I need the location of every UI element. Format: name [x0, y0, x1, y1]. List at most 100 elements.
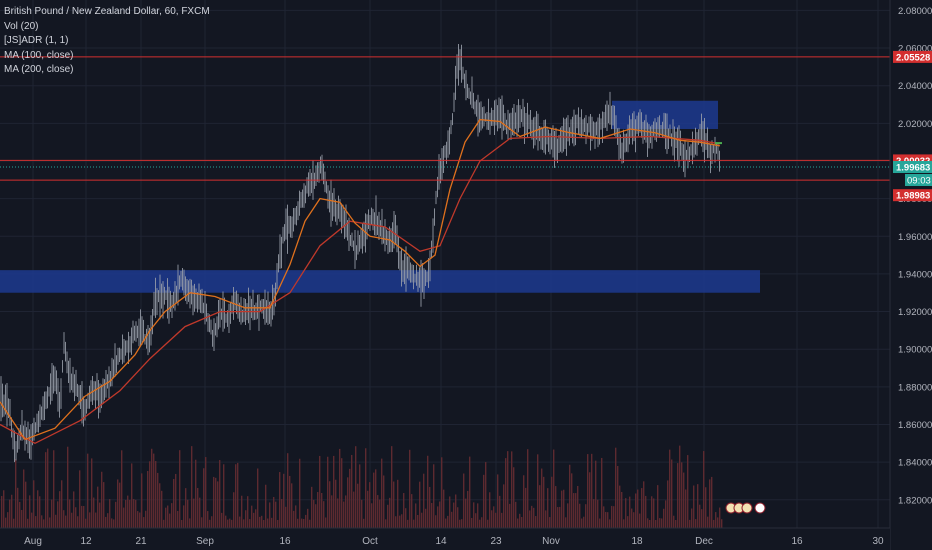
- indicator-ma-100[interactable]: MA (100, close): [4, 49, 74, 61]
- volume-bar: [459, 519, 461, 528]
- volume-bar: [545, 510, 547, 528]
- x-tick-label: 16: [279, 536, 291, 547]
- volume-bar: [157, 472, 159, 528]
- volume-bar: [501, 512, 503, 528]
- volume-bar: [343, 501, 345, 528]
- badge-upper-level-bg: [893, 50, 932, 63]
- volume-bar: [129, 499, 131, 528]
- x-tick-label: 16: [791, 536, 803, 547]
- volume-bar: [77, 516, 79, 528]
- volume-bar: [217, 481, 219, 528]
- volume-bar: [83, 506, 85, 528]
- price-axis: [890, 0, 932, 550]
- volume-bar: [661, 518, 663, 528]
- volume-bar: [667, 480, 669, 528]
- volume-bar: [421, 512, 423, 528]
- volume-bar: [515, 501, 517, 528]
- volume-bar: [339, 448, 341, 528]
- volume-bar: [415, 503, 417, 528]
- volume-bar: [451, 511, 453, 528]
- volume-bar: [325, 517, 327, 528]
- indicator-ma-200[interactable]: MA (200, close): [4, 64, 74, 75]
- volume-bar: [719, 507, 721, 528]
- volume-bar: [275, 501, 277, 528]
- volume-bar: [413, 519, 415, 528]
- volume-bar: [267, 518, 269, 528]
- volume-bar: [353, 491, 355, 528]
- volume-bar: [119, 482, 121, 528]
- volume-bar: [443, 489, 445, 528]
- volume-bar: [69, 499, 71, 528]
- volume-bar: [507, 451, 509, 528]
- volume-bar: [313, 499, 315, 528]
- volume-bar: [489, 492, 491, 528]
- volume-bar: [593, 499, 595, 528]
- volume-bar: [509, 503, 511, 528]
- volume-bar: [611, 505, 613, 528]
- volume-bar: [125, 499, 127, 528]
- indicator-volume[interactable]: Vol (20): [4, 20, 39, 32]
- volume-bar: [347, 477, 349, 528]
- volume-bar: [67, 446, 69, 528]
- volume-bar: [91, 458, 93, 528]
- volume-bar: [11, 494, 13, 528]
- volume-bar: [453, 502, 455, 528]
- x-tick-label: 12: [80, 536, 92, 547]
- volume-bar: [261, 515, 263, 528]
- volume-bar: [363, 518, 365, 528]
- volume-bar: [549, 517, 551, 528]
- volume-bar: [669, 449, 671, 528]
- volume-bar: [147, 470, 149, 528]
- volume-bar: [599, 518, 601, 528]
- volume-bar: [695, 519, 697, 528]
- volume-bar: [221, 512, 223, 528]
- volume-bar: [355, 446, 357, 528]
- volume-bar: [419, 481, 421, 528]
- volume-bar: [383, 475, 385, 528]
- x-tick-label: 21: [135, 536, 147, 547]
- volume-bar: [309, 519, 311, 528]
- volume-bar: [455, 494, 457, 528]
- volume-bar: [359, 464, 361, 528]
- volume-bar: [671, 459, 673, 528]
- volume-bar: [79, 470, 81, 528]
- volume-bar: [467, 490, 469, 528]
- volume-bar: [153, 453, 155, 528]
- volume-bar: [575, 493, 577, 528]
- volume-bar: [357, 483, 359, 528]
- volume-bar: [657, 485, 659, 528]
- volume-bar: [551, 476, 553, 528]
- volume-bar: [595, 460, 597, 528]
- volume-bar: [117, 479, 119, 528]
- volume-bar: [183, 505, 185, 528]
- volume-bar: [525, 487, 527, 528]
- volume-bar: [367, 490, 369, 528]
- indicator-adr[interactable]: [JS]ADR (1, 1): [4, 35, 69, 46]
- volume-bar: [293, 510, 295, 528]
- y-tick-label: 1.96000: [898, 232, 932, 243]
- volume-bar: [27, 518, 29, 528]
- volume-bar: [165, 507, 167, 528]
- symbol-title[interactable]: British Pound / New Zealand Dollar, 60, …: [4, 6, 210, 17]
- volume-bar: [701, 509, 703, 528]
- grid-lines: [0, 0, 890, 528]
- volume-bar: [617, 465, 619, 528]
- volume-bar: [429, 486, 431, 528]
- volume-bar: [713, 519, 715, 528]
- volume-bar: [497, 474, 499, 528]
- volume-bar: [557, 507, 559, 528]
- volume-bar: [565, 517, 567, 528]
- volume-bar: [93, 497, 95, 528]
- volume-bar: [381, 458, 383, 528]
- volume-bar: [531, 505, 533, 528]
- volume-bar: [49, 517, 51, 528]
- volume-bar: [179, 450, 181, 528]
- volume-bar: [253, 512, 255, 528]
- volume-bar: [653, 498, 655, 528]
- volume-bars: [1, 445, 723, 528]
- volume-bar: [543, 476, 545, 528]
- volume-bar: [603, 506, 605, 528]
- volume-bar: [705, 487, 707, 528]
